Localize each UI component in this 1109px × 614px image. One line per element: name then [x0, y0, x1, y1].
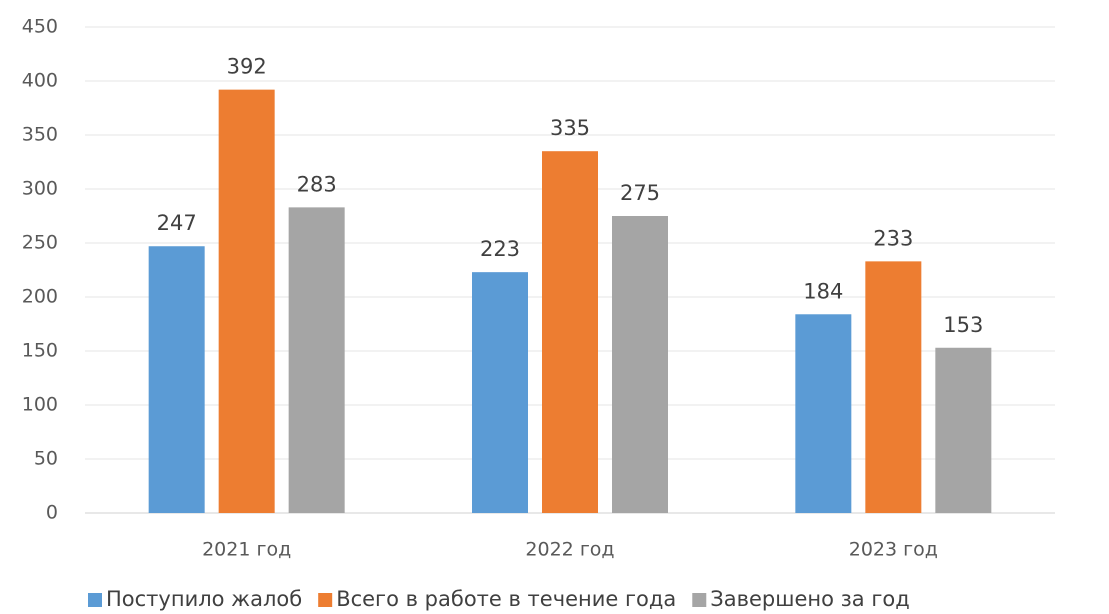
bar	[218, 89, 275, 513]
data-label: 184	[803, 279, 843, 303]
legend-label: Завершено за год	[710, 587, 909, 611]
y-tick-label: 0	[46, 502, 58, 524]
data-label: 223	[480, 237, 520, 261]
data-label: 233	[873, 226, 913, 250]
y-tick-label: 450	[22, 16, 58, 38]
y-tick-label: 250	[22, 232, 58, 254]
data-label: 392	[227, 55, 267, 79]
y-tick-label: 350	[22, 124, 58, 146]
bar	[472, 272, 528, 513]
y-tick-label: 150	[22, 340, 58, 362]
legend-swatch	[318, 593, 333, 607]
x-tick-label: 2023 год	[849, 539, 938, 561]
bar	[795, 314, 852, 513]
x-tick-label: 2022 год	[525, 539, 614, 561]
data-label: 283	[297, 172, 337, 196]
y-tick-label: 50	[34, 448, 58, 470]
bar	[612, 216, 668, 513]
bar	[935, 347, 992, 513]
bar	[288, 207, 345, 514]
y-tick-label: 200	[22, 286, 58, 308]
bar	[865, 261, 922, 513]
legend-label: Поступило жалоб	[106, 587, 302, 611]
y-tick-label: 100	[22, 394, 58, 416]
y-tick-label: 300	[22, 178, 58, 200]
bar	[148, 246, 205, 514]
legend-label: Всего в работе в течение года	[336, 587, 676, 611]
legend-swatch	[692, 593, 707, 607]
data-label: 247	[157, 211, 197, 235]
data-label: 335	[550, 116, 590, 140]
data-label: 153	[943, 313, 983, 337]
legend-swatch	[88, 593, 102, 607]
bar	[542, 151, 598, 513]
y-tick-label: 400	[22, 70, 58, 92]
x-tick-label: 2021 год	[202, 539, 291, 561]
data-label: 275	[620, 181, 660, 205]
